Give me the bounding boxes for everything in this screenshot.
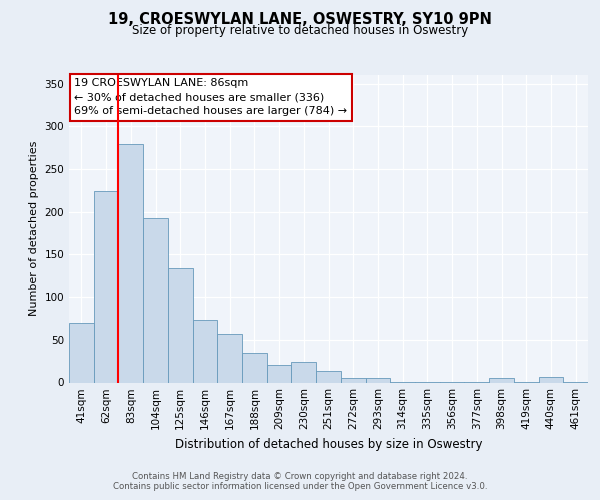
Bar — [267, 366, 292, 382]
Text: 19, CROESWYLAN LANE, OSWESTRY, SY10 9PN: 19, CROESWYLAN LANE, OSWESTRY, SY10 9PN — [108, 12, 492, 28]
Bar — [217, 334, 242, 382]
Bar — [365, 378, 390, 382]
Text: 19 CROESWYLAN LANE: 86sqm
← 30% of detached houses are smaller (336)
69% of semi: 19 CROESWYLAN LANE: 86sqm ← 30% of detac… — [74, 78, 347, 116]
Bar — [489, 378, 514, 382]
Y-axis label: Number of detached properties: Number of detached properties — [29, 141, 39, 316]
Bar — [539, 378, 563, 382]
Bar — [69, 322, 94, 382]
Bar — [143, 218, 168, 382]
Text: Contains public sector information licensed under the Open Government Licence v3: Contains public sector information licen… — [113, 482, 487, 491]
Text: Size of property relative to detached houses in Oswestry: Size of property relative to detached ho… — [132, 24, 468, 37]
Bar — [341, 378, 365, 382]
Bar — [292, 362, 316, 382]
Bar — [242, 354, 267, 382]
Text: Contains HM Land Registry data © Crown copyright and database right 2024.: Contains HM Land Registry data © Crown c… — [132, 472, 468, 481]
X-axis label: Distribution of detached houses by size in Oswestry: Distribution of detached houses by size … — [175, 438, 482, 451]
Bar — [94, 191, 118, 382]
Bar — [193, 320, 217, 382]
Bar — [168, 268, 193, 382]
Bar — [316, 370, 341, 382]
Bar — [118, 144, 143, 382]
